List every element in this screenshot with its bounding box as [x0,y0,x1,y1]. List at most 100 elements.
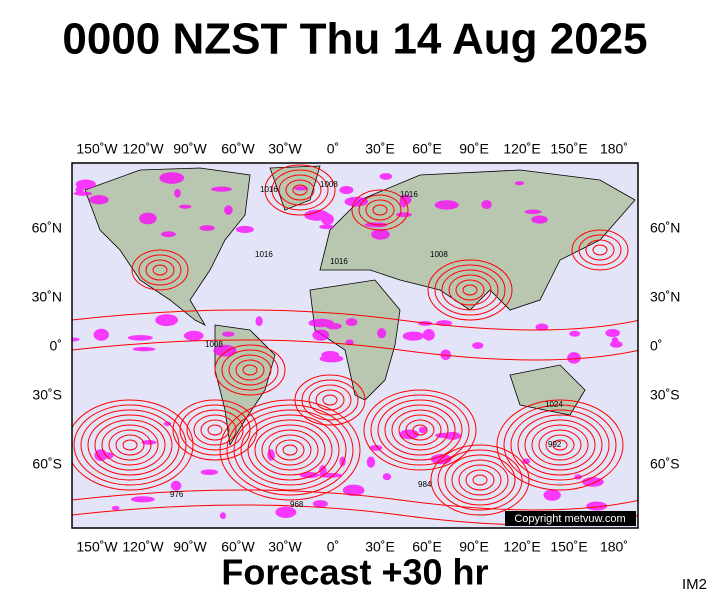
precipitation-cell [111,505,120,511]
longitude-label-bottom: 60˚E [412,539,442,555]
isobar [412,424,428,436]
isobar [571,229,629,271]
longitude-label-top: 120˚E [503,141,540,157]
precipitation-cell [174,188,181,198]
precipitation-cell [93,328,109,341]
longitude-label-bottom: 0˚ [327,539,339,555]
precipitation-cell [222,331,235,337]
longitude-label-bottom: 150˚E [550,539,587,555]
precipitation-cell [524,209,542,215]
isobar [545,434,575,456]
isobar-label: 1008 [430,250,448,259]
longitude-label-top: 150˚E [550,141,587,157]
isobar [458,464,502,496]
precipitation-cell [183,330,204,341]
longitude-label-top: 90˚W [173,141,207,157]
precipitation-cell [440,349,452,361]
precipitation-cell [294,186,309,191]
isobar [145,259,175,281]
precipitation-cell [130,496,155,503]
precipitation-cell [396,212,412,218]
isobar [131,249,189,291]
isobar [226,404,354,496]
isobar [264,164,336,216]
precipitation-cell [434,200,459,210]
precipitation-cell [345,318,358,327]
isobar [247,419,333,481]
isobar [108,429,152,461]
precipitation-cell [319,224,335,230]
latitude-label-right: 60˚N [650,220,680,236]
isobar [496,399,624,491]
isobar [384,404,456,456]
isobar [268,434,312,466]
precipitation-cell [299,471,320,479]
precipitation [72,172,623,520]
isobar [186,409,244,451]
precipitation-cell [413,332,422,338]
isobar [122,439,138,451]
longitude-label-bottom: 120˚E [503,539,540,555]
precipitation-cell [179,204,192,209]
precipitation-cell [581,477,604,487]
precipitation-cell [531,215,548,224]
isobar [578,234,622,266]
isobar [261,429,319,471]
isobar [242,364,258,376]
isobar-labels: 1016 1008 1016 1008 1024 1016 992 984 976 968 1008… [170,180,563,509]
precipitation-cell [586,501,608,511]
isobar [275,439,305,461]
precipitation-cell [481,200,492,210]
isobar [72,399,194,491]
precipitation-cell [275,506,297,518]
precipitation-cell [255,316,263,327]
longitude-label-bottom: 30˚E [365,539,395,555]
precipitation-cell [199,225,215,231]
longitude-label-top: 150˚W [76,141,118,157]
isobar [315,389,345,411]
isobar [465,469,495,491]
precipitation-cell [132,347,156,352]
longitude-label-top: 120˚W [122,141,164,157]
precipitation-cell [609,341,623,348]
precipitation-cell [371,229,390,240]
latitude-label-left: 0˚ [50,338,62,354]
isobar-label: 1016 [400,190,418,199]
precipitation-cell [224,205,233,215]
isobar [233,409,347,491]
isobar [372,204,388,216]
precipitation-cell [472,342,484,350]
precipitation-cell [73,191,93,196]
isobar-label: 984 [418,480,432,489]
precipitation-cell [170,480,182,491]
isobar [240,414,340,486]
isobar [510,409,610,481]
isobar [294,374,366,426]
isobars [72,164,638,526]
isobar-label: 1016 [260,185,278,194]
isobar [72,339,638,361]
isobar [398,414,442,446]
latitude-label-left: 60˚S [32,456,62,472]
latitude-label-right: 30˚N [650,289,680,305]
isobar [221,349,279,391]
isobar [87,414,173,476]
map-frame [71,162,639,529]
isobar [152,264,168,276]
isobar [278,174,322,206]
isobar [193,414,237,446]
precipitation-cell [213,344,237,357]
longitude-label-top: 30˚E [365,141,395,157]
isobar [524,419,596,471]
latitude-label-right: 60˚S [650,456,680,472]
isobar [531,424,589,466]
latitude-label-right: 0˚ [650,338,662,354]
precipitation-cell [339,185,354,195]
precipitation-cell [312,329,330,341]
isobar [285,179,315,201]
isobar [444,454,516,506]
isobar [370,394,470,466]
precipitation-cell [159,172,185,184]
precipitation-cell [235,225,254,234]
